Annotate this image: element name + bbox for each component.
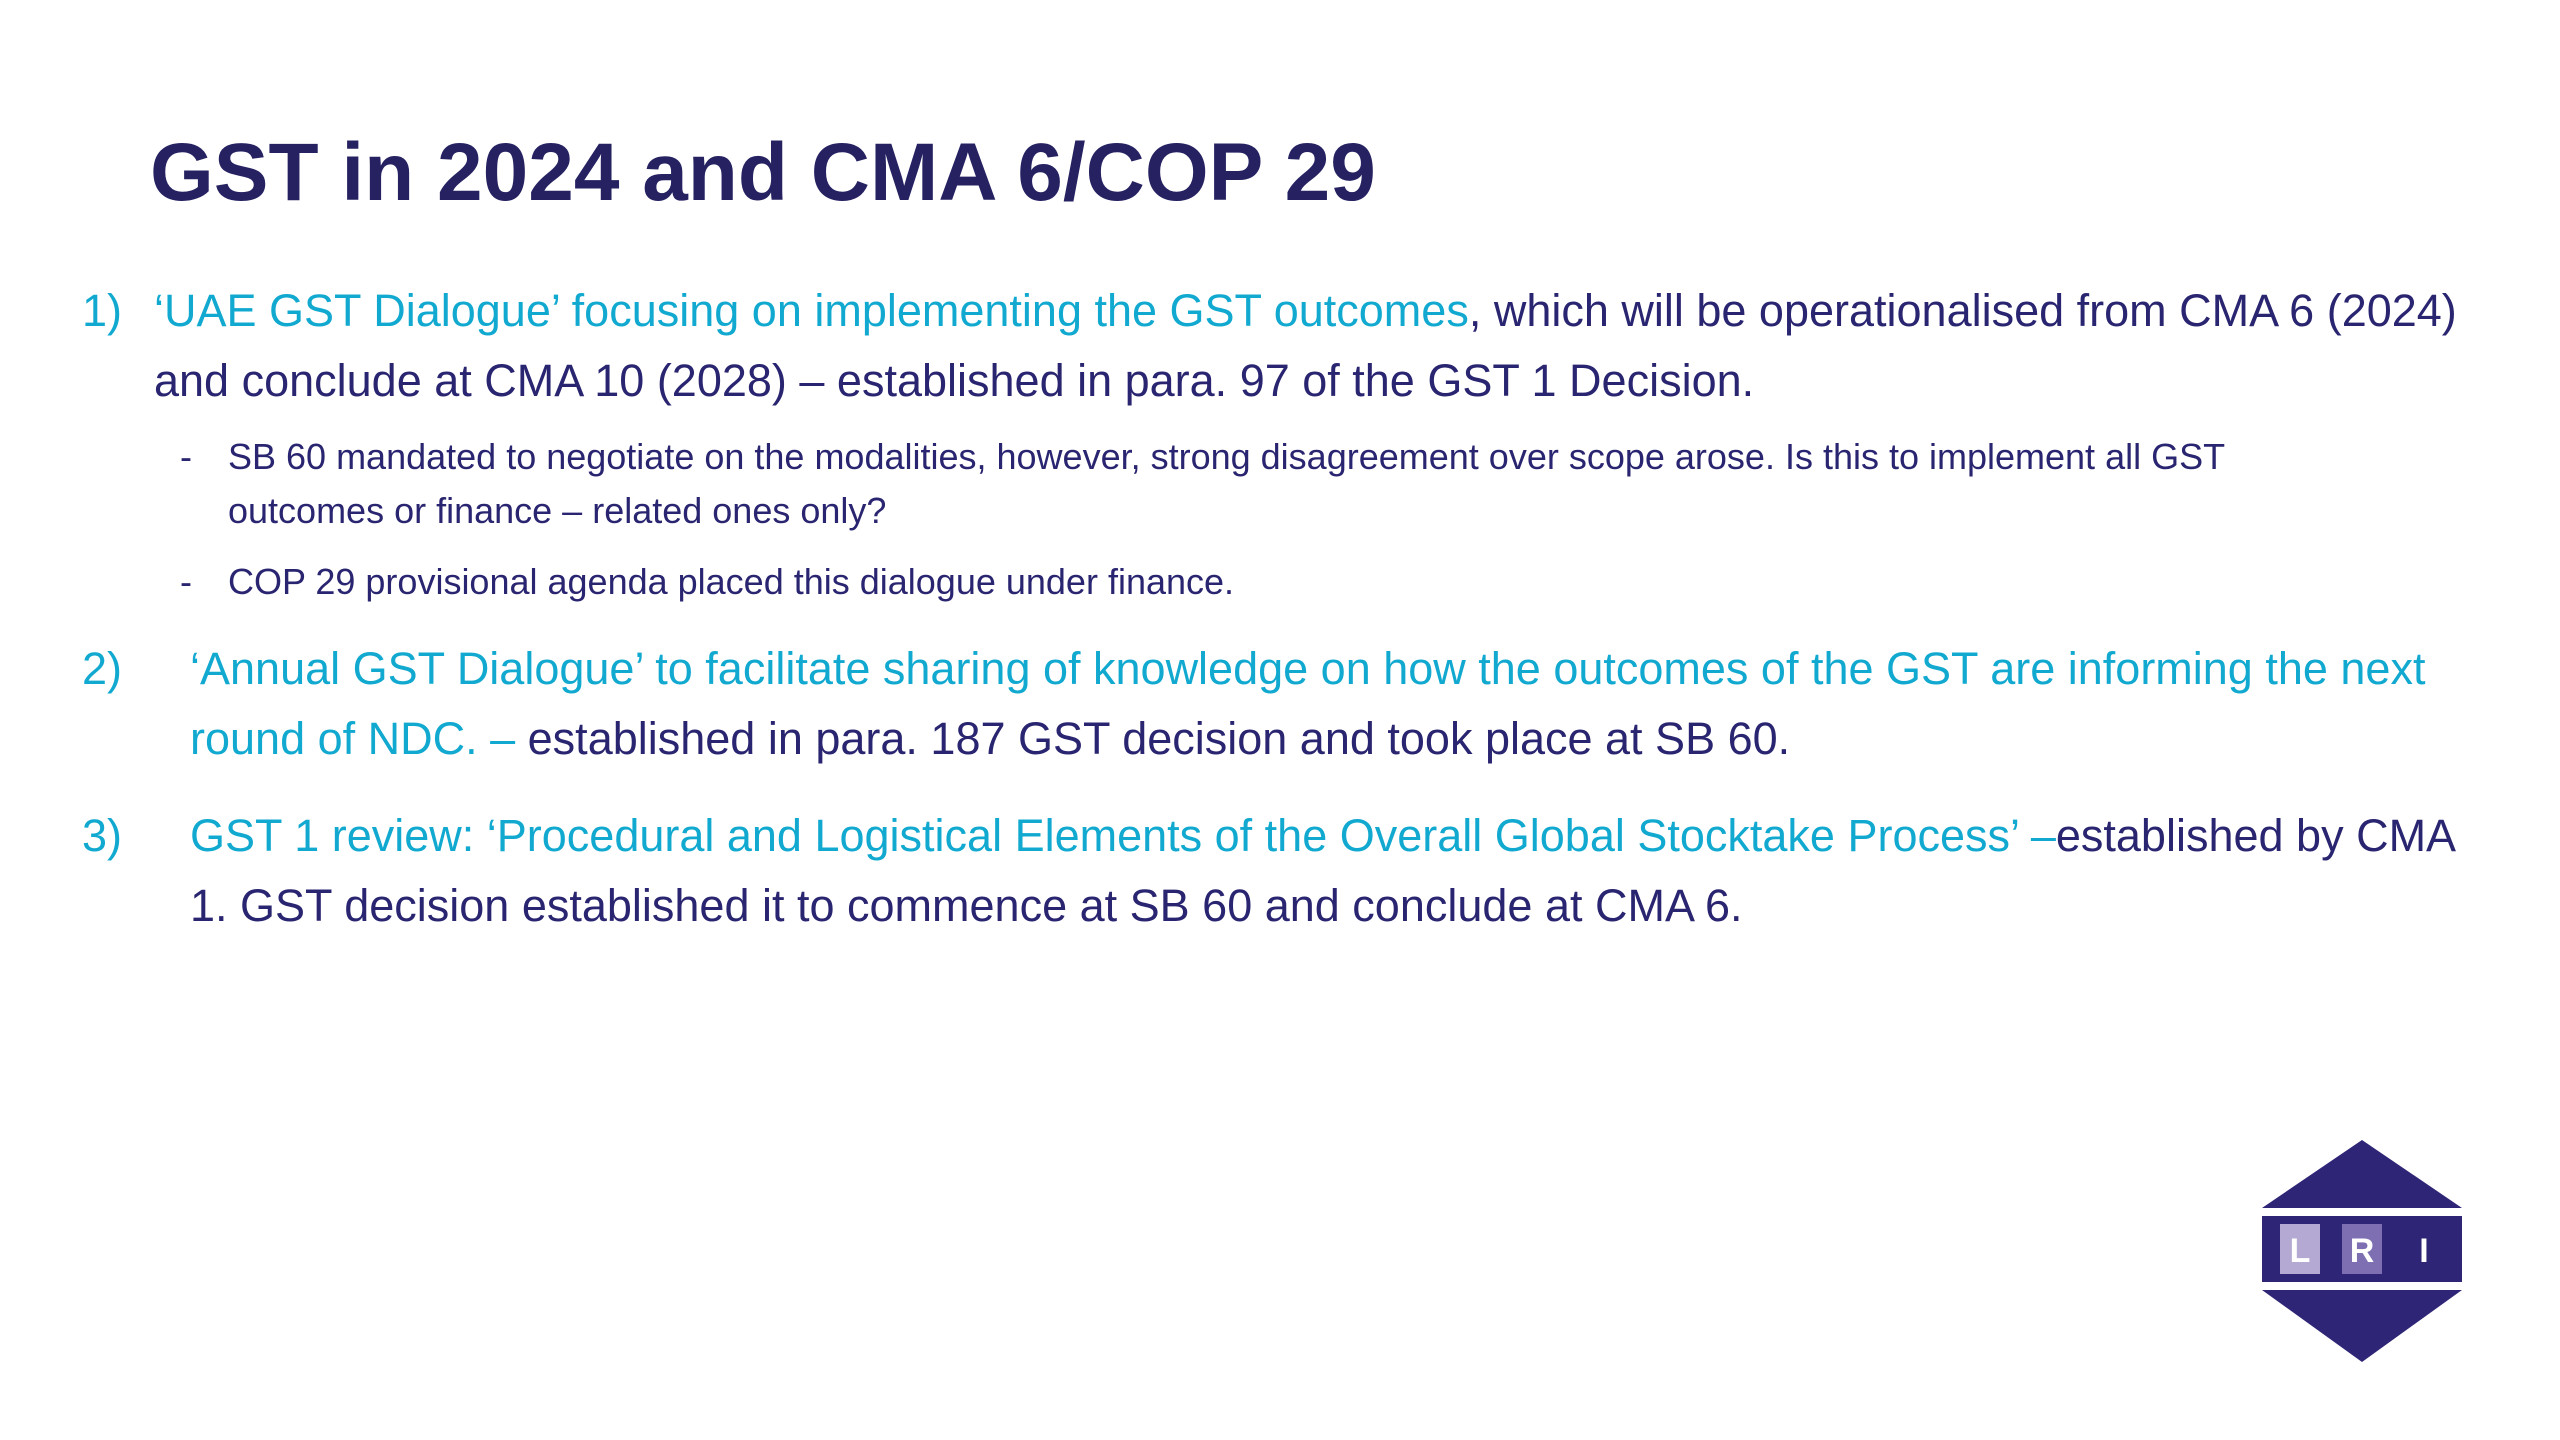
body-text: established by CMA 1. GST decision estab… [190,810,2454,931]
logo-letter-i: I [2419,1232,2428,1270]
sub-item-text: COP 29 provisional agenda placed this di… [228,561,1235,602]
logo-top-triangle [2262,1140,2462,1208]
highlight-text: ‘Annual GST Dialogue’ to facilitate shar… [190,643,2426,764]
highlight-text: ‘UAE GST Dialogue’ focusing on implement… [154,285,1469,336]
list-item-1: 1) ‘UAE GST Dialogue’ focusing on implem… [82,276,2482,416]
logo-box-i [2404,1224,2444,1274]
list-item-text: ‘Annual GST Dialogue’ to facilitate shar… [190,634,2482,774]
list-number: 1) [82,285,123,336]
logo-letter-r: R [2350,1232,2375,1270]
page-title: GST in 2024 and CMA 6/COP 29 [150,127,1376,218]
body-text: established in para. 187 GST decision an… [515,713,1791,764]
list-item-text: ‘UAE GST Dialogue’ focusing on implement… [154,276,2482,416]
list-item-2: 2) ‘Annual GST Dialogue’ to facilitate s… [82,634,2482,774]
highlight-text: GST 1 review: ‘Procedural and Logistical… [190,810,2056,861]
list-number: 2) [82,643,123,694]
list-number: 3) [82,810,123,861]
logo-letter-l: L [2290,1232,2311,1270]
list-item-text: GST 1 review: ‘Procedural and Logistical… [190,801,2482,941]
list-item-3: 3) GST 1 review: ‘Procedural and Logisti… [82,801,2482,941]
dash-marker: - [180,561,192,602]
lri-logo: L R I [2262,1140,2462,1362]
dash-marker: - [180,436,192,477]
sub-item-2: - COP 29 provisional agenda placed this … [180,555,2380,609]
logo-bottom-triangle [2262,1290,2462,1362]
sub-item-1: - SB 60 mandated to negotiate on the mod… [180,430,2380,538]
logo-box-l [2280,1224,2320,1274]
sub-item-text: SB 60 mandated to negotiate on the modal… [228,436,2225,531]
body-text: , which will be operationalised from CMA… [154,285,2457,406]
logo-box-r [2342,1224,2382,1274]
